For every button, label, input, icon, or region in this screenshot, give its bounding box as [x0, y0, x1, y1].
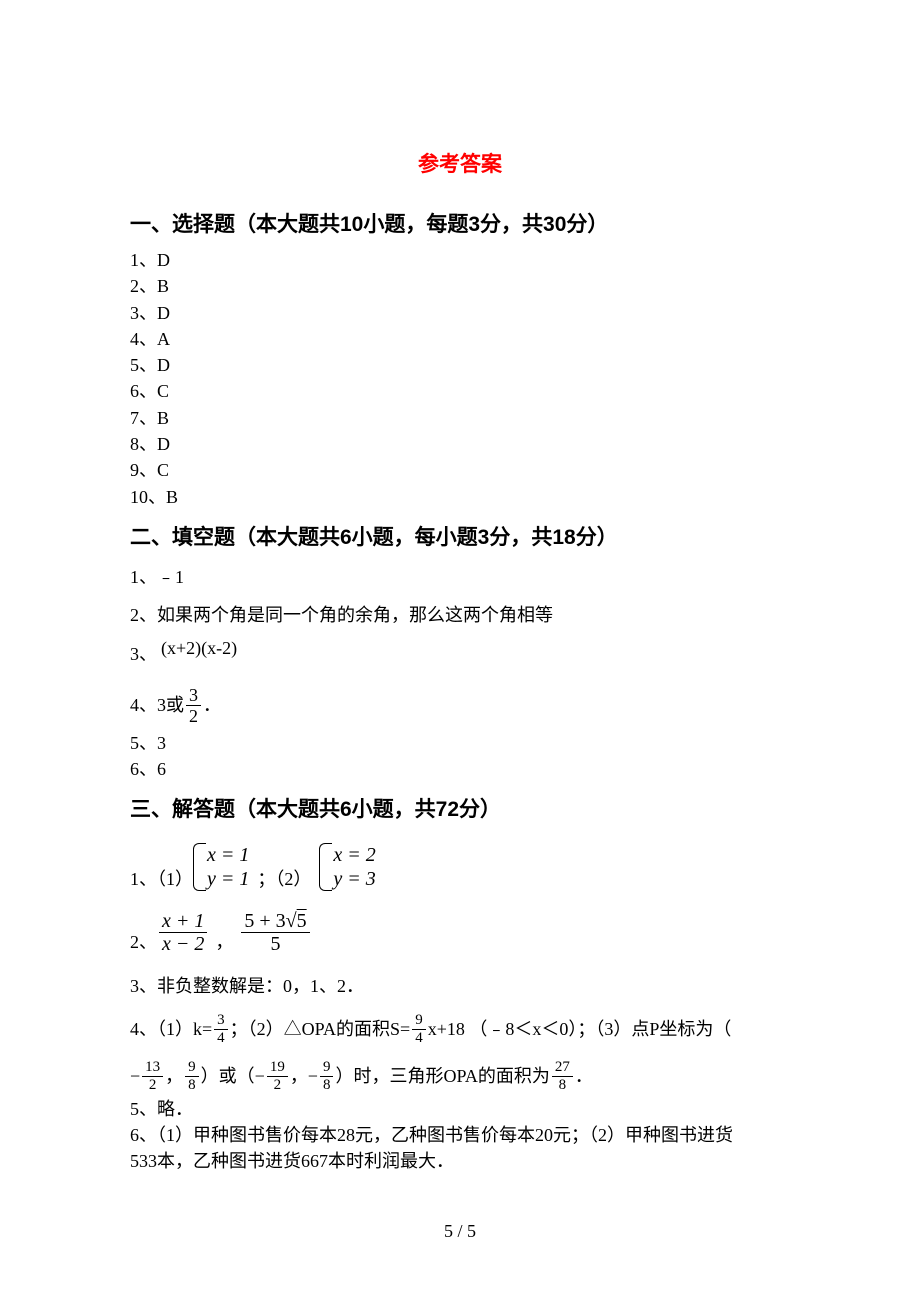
page: 参考答案 一、选择题（本大题共10小题，每题3分，共30分） 1、D 2、B 3… [0, 0, 920, 1302]
s3-q5: 5、略． [130, 1097, 790, 1121]
s2-item-4: 4、3或 3 2 ． [130, 686, 790, 725]
s3-q1-b1-r1: x = 1 [207, 843, 249, 867]
s3-q2-frac-2: 5 + 3√5 5 [241, 911, 309, 954]
s3-q1-lead: 1、（1） [130, 867, 193, 891]
s3-q1-b1-r2: y = 1 [207, 867, 249, 891]
section-1-heading: 一、选择题（本大题共10小题，每题3分，共30分） [130, 208, 790, 238]
s3-q4-line1: 4、（1）k= 3 4 ；（2）△OPA的面积S= 9 4 x+18 （﹣8＜x… [130, 1013, 790, 1046]
s3-q1: 1、（1） x = 1 y = 1 ；（2） x = 2 y = 3 [130, 843, 790, 891]
s3-q2-sep: ， [215, 930, 233, 954]
s3-q4-l2f: ． [575, 1064, 593, 1088]
s3-q4-l2-f4: 9 8 [320, 1060, 334, 1093]
s2-4-tail: ． [203, 693, 221, 717]
s3-q2-f1-num: x + 1 [159, 911, 207, 933]
s1-item-2: 2、B [130, 274, 790, 298]
s1-item-9: 9、C [130, 458, 790, 482]
s3-q2: 2、 x + 1 x − 2 ， 5 + 3√5 5 [130, 911, 790, 954]
s3-q4-line2: − 13 2 ， 9 8 ）或（− 19 2 ，− 9 8 ）时，三角形OPA的… [130, 1060, 790, 1093]
s3-q4-l2-f5: 27 8 [552, 1060, 573, 1093]
s3-q4-l2-f3: 19 2 [267, 1060, 288, 1093]
section-3-heading: 三、解答题（本大题共6小题，共72分） [130, 793, 790, 823]
s3-q6-line2: 533本，乙种图书进货667本时利润最大． [130, 1149, 790, 1173]
s1-item-5: 5、D [130, 353, 790, 377]
s2-4-frac-den: 2 [186, 706, 201, 725]
s2-4-frac: 3 2 [186, 686, 201, 725]
s3-q1-brace-2: x = 2 y = 3 [319, 843, 375, 891]
s3-q4-frac-1: 3 4 [214, 1013, 228, 1046]
s1-item-3: 3、D [130, 301, 790, 325]
s2-item-6: 6、6 [130, 757, 790, 781]
s3-q4-p1b: ；（2）△OPA的面积S= [230, 1017, 411, 1041]
s3-q4-l2a: − [130, 1064, 140, 1088]
s1-item-10: 10、B [130, 485, 790, 509]
s1-item-8: 8、D [130, 432, 790, 456]
s1-item-7: 7、B [130, 406, 790, 430]
s2-item-2: 2、如果两个角是同一个角的余角，那么这两个角相等 [130, 603, 790, 627]
doc-title: 参考答案 [130, 148, 790, 178]
s3-q1-b2-r2: y = 3 [333, 867, 375, 891]
s3-q4-p1a: 4、（1）k= [130, 1017, 212, 1041]
s3-q6-line1: 6、（1）甲种图书售价每本28元，乙种图书售价每本20元；（2）甲种图书进货 [130, 1123, 790, 1147]
s3-q4-l2e: ）时，三角形OPA的面积为 [335, 1064, 549, 1088]
s3-q4-l2-f2: 9 8 [185, 1060, 199, 1093]
s2-item-1: 1、﹣1 [130, 565, 790, 589]
s1-item-4: 4、A [130, 327, 790, 351]
s3-q4-l2b: ， [165, 1064, 183, 1088]
s1-item-1: 1、D [130, 248, 790, 272]
s1-item-6: 6、C [130, 379, 790, 403]
s3-q3: 3、非负整数解是：0，1、2． [130, 974, 790, 998]
s2-4-frac-num: 3 [186, 686, 201, 706]
s3-q4-p2b: x+18 （﹣8＜x＜0）；（3）点P坐标为（ [428, 1017, 732, 1041]
s2-3-math: (x+2)(x-2) [161, 636, 237, 660]
s3-q4-l2c: ）或（− [201, 1064, 265, 1088]
s3-q4-l2-f1: 13 2 [142, 1060, 163, 1093]
s3-q4-l2d: ，− [290, 1064, 318, 1088]
s3-q2-lead: 2、 [130, 930, 157, 954]
s2-4-lead: 4、3或 [130, 693, 184, 717]
sqrt-icon: √ [286, 910, 297, 932]
section-2-heading: 二、填空题（本大题共6小题，每小题3分，共18分） [130, 521, 790, 551]
s2-item-3: 3、 (x+2)(x-2) [130, 642, 790, 666]
s2-3-lead: 3、 [130, 642, 157, 666]
s3-q1-mid: ；（2） [257, 867, 311, 891]
page-number: 5 / 5 [0, 1221, 920, 1242]
s3-q4-frac-2: 9 4 [412, 1013, 426, 1046]
s3-q2-frac-1: x + 1 x − 2 [159, 911, 207, 954]
s3-q2-f2-num: 5 + 3√5 [241, 911, 309, 933]
s3-q2-f1-den: x − 2 [159, 933, 207, 954]
s3-q2-f2-den: 5 [241, 933, 309, 954]
s2-item-5: 5、3 [130, 731, 790, 755]
s3-q1-brace-1: x = 1 y = 1 [193, 843, 249, 891]
s3-q1-b2-r1: x = 2 [333, 843, 375, 867]
